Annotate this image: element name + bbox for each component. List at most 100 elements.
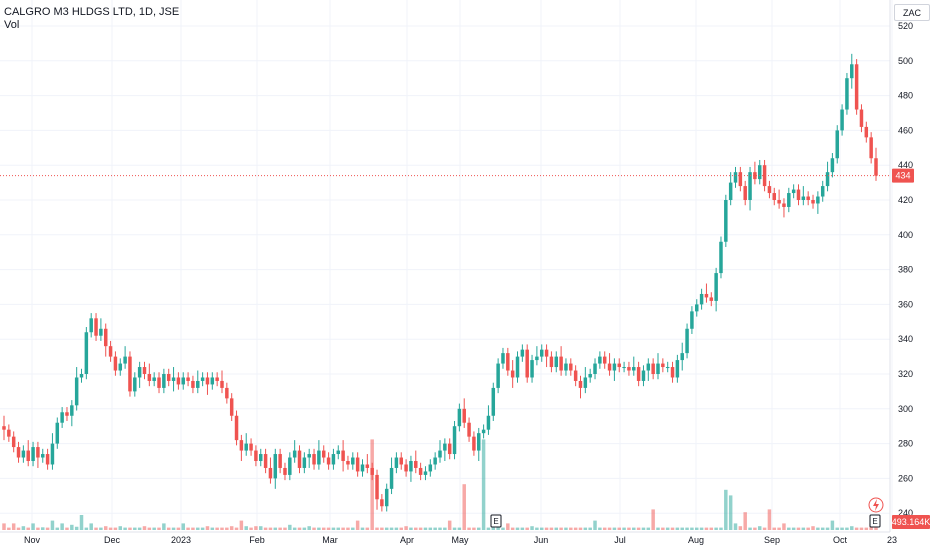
candle-body — [704, 293, 709, 298]
volume-bar — [99, 527, 103, 530]
candle-body — [346, 461, 350, 465]
candle-body — [365, 464, 370, 468]
volume-bar — [757, 526, 762, 530]
volume-bar — [321, 527, 326, 530]
volume-bar — [205, 526, 210, 530]
candle-body — [191, 380, 195, 388]
y-tick-label: 420 — [898, 195, 913, 205]
volume-bar — [152, 527, 156, 530]
candle-body — [321, 450, 326, 458]
candle-body — [60, 412, 64, 423]
candle-body — [84, 332, 89, 374]
volume-bar — [840, 527, 844, 530]
volume-bar — [622, 527, 626, 530]
candle-body — [632, 367, 636, 371]
x-tick-label: Apr — [400, 535, 414, 545]
candle-body — [525, 349, 529, 378]
candle-body — [438, 450, 442, 458]
volume-bar — [859, 527, 864, 530]
candle-body — [782, 203, 786, 207]
candle-body — [166, 374, 171, 381]
candle-body — [777, 200, 781, 204]
volume-bar — [142, 526, 147, 530]
volume-bar — [564, 527, 568, 530]
volume-bar — [520, 527, 525, 530]
volume-bar — [365, 527, 370, 530]
candle-body — [602, 356, 607, 364]
candle-body — [559, 356, 563, 371]
candle-body — [259, 454, 263, 461]
volume-bar — [762, 527, 767, 530]
candle-body — [26, 450, 30, 461]
volume-bar — [457, 527, 462, 530]
volume-bar — [525, 527, 529, 530]
candle-body — [850, 64, 854, 79]
volume-bar — [418, 527, 423, 530]
candle-body — [292, 450, 297, 458]
x-tick-label: Jun — [534, 535, 549, 545]
candle-body — [103, 328, 108, 347]
volume-bar — [186, 527, 190, 530]
volume-bar — [283, 527, 287, 530]
volume-bar — [583, 527, 588, 530]
currency-selector[interactable]: ZAC — [894, 4, 930, 21]
candle-body — [142, 367, 147, 374]
candle-body — [200, 377, 205, 381]
candle-body — [288, 457, 292, 475]
candle-body — [263, 454, 268, 468]
candle-body — [544, 349, 549, 357]
volume-bar — [854, 527, 859, 530]
volume-bar — [690, 527, 694, 530]
candle-body — [811, 200, 815, 204]
volume-bar — [94, 527, 98, 530]
volume-bar — [825, 527, 830, 530]
flash-icon-glyph — [873, 499, 879, 511]
candle-body — [220, 380, 224, 388]
candle-body — [244, 443, 248, 451]
candle-body — [36, 447, 40, 458]
volume-bar — [675, 527, 680, 530]
candle-body — [433, 457, 437, 465]
candle-body — [612, 363, 617, 371]
volume-bar — [699, 527, 704, 530]
volume-bar — [651, 509, 655, 530]
volume-bar — [370, 439, 374, 530]
candle-body — [501, 353, 505, 364]
volume-bar — [2, 523, 6, 530]
volume-bar — [26, 527, 30, 530]
volume-bar — [535, 527, 539, 530]
candle-body — [690, 311, 694, 329]
candle-body — [249, 443, 253, 451]
candle-body — [787, 193, 791, 207]
volume-bar — [806, 527, 810, 530]
candle-body — [539, 349, 544, 357]
volume-bar — [801, 527, 806, 530]
candle-body — [123, 356, 127, 364]
candle-body — [593, 363, 597, 374]
candle-body — [854, 64, 859, 110]
y-tick-label: 320 — [898, 369, 913, 379]
candle-body — [147, 374, 152, 381]
candle-body — [869, 137, 873, 159]
candle-body — [317, 450, 321, 465]
volume-bar — [259, 526, 263, 530]
candle-body — [229, 398, 234, 416]
candle-body — [859, 109, 864, 127]
volume-bar — [510, 527, 515, 530]
volume-bar — [661, 527, 665, 530]
candle-body — [11, 436, 16, 448]
candle-body — [414, 461, 418, 468]
candle-body — [65, 412, 69, 416]
volume-bar — [733, 523, 738, 530]
volume-bar — [7, 527, 11, 530]
volume-bar — [307, 526, 311, 530]
volume-bar — [447, 520, 452, 530]
volume-bar — [113, 527, 118, 530]
volume-bar — [506, 523, 510, 530]
volume-bar — [351, 527, 355, 530]
volume-bar — [685, 527, 689, 530]
candle-body — [520, 349, 525, 357]
candle-body — [418, 467, 423, 475]
x-tick-label: Aug — [688, 535, 704, 545]
